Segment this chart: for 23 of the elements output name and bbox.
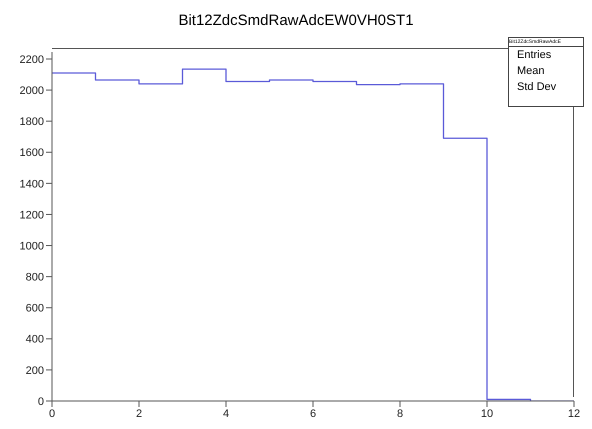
x-tick-label: 6 <box>310 408 316 420</box>
y-tick-label: 1400 <box>20 178 44 190</box>
x-tick-label: 4 <box>222 408 230 420</box>
x-tick-label: 10 <box>480 408 494 420</box>
y-tick-label: 1600 <box>20 147 44 160</box>
x-tick-label: 2 <box>136 408 142 420</box>
y-tick-label: 0 <box>38 396 44 408</box>
annotation: Std Dev <box>516 80 558 95</box>
annotation: Mean <box>516 64 546 79</box>
annotation: Entries <box>516 48 552 63</box>
y-tick-label: 600 <box>26 302 44 315</box>
y-tick-label: 200 <box>26 364 44 377</box>
x-tick-label: 0 <box>48 408 56 420</box>
chart-title: Bit12ZdcSmdRawAdcEW0VH0ST1 <box>177 11 415 31</box>
y-tick-label: 400 <box>26 334 44 346</box>
x-tick-label: 8 <box>396 408 404 420</box>
y-tick-label: 1000 <box>20 240 44 252</box>
y-tick-label: 2000 <box>20 84 44 97</box>
y-tick-label: 1800 <box>20 116 44 128</box>
y-tick-label: 1200 <box>20 209 44 222</box>
y-tick-label: 2200 <box>20 54 44 66</box>
y-tick-label: 800 <box>26 272 44 284</box>
x-tick-label: 12 <box>568 408 580 420</box>
